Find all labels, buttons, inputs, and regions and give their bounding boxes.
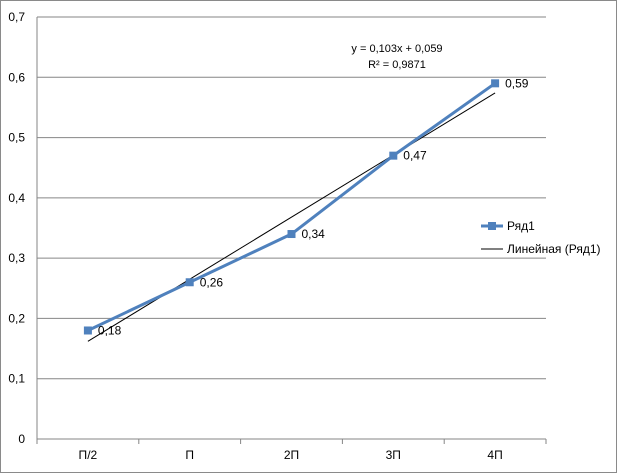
- trendline-r-squared-text: R² = 0,9871: [368, 59, 426, 71]
- trendline-equation-text: y = 0,103x + 0,059: [351, 43, 442, 55]
- data-point-marker: [83, 326, 92, 335]
- data-label: 0,26: [200, 275, 224, 289]
- legend: Ряд1 Линейная (Ряд1): [481, 219, 601, 256]
- data-point-marker: [389, 151, 398, 160]
- legend-trendline-label: Линейная (Ряд1): [507, 242, 601, 256]
- x-axis: Π/2 Π 2Π 3Π 4Π: [36, 17, 547, 462]
- data-label: 0,34: [302, 227, 326, 241]
- y-tick-label: 0,6: [8, 70, 25, 84]
- trendline: [87, 92, 496, 342]
- data-label: 0,47: [403, 149, 427, 163]
- data-point-marker: [287, 230, 296, 239]
- y-tick-label: 0: [18, 432, 25, 446]
- y-tick-label: 0,4: [8, 191, 25, 205]
- data-point-marker: [185, 278, 194, 287]
- legend-series-swatch-marker: [488, 222, 496, 230]
- y-tick-label: 0,3: [8, 251, 25, 265]
- x-tick-label: 2Π: [284, 448, 299, 462]
- data-label: 0,59: [505, 76, 529, 90]
- x-tick-label: Π/2: [79, 448, 98, 462]
- data-labels: 0,18 0,26 0,34 0,47 0,59: [98, 76, 529, 337]
- trendline-equation: y = 0,103x + 0,059 R² = 0,9871: [351, 43, 442, 71]
- legend-entry-series: Ряд1: [481, 219, 535, 233]
- y-tick-label: 0,7: [8, 10, 25, 24]
- trendline-line: [87, 92, 496, 342]
- data-point-marker: [491, 79, 500, 88]
- legend-series-label: Ряд1: [507, 219, 535, 233]
- y-tick-label: 0,2: [8, 311, 25, 325]
- x-tick-label: 3Π: [386, 448, 401, 462]
- legend-entry-trendline: Линейная (Ряд1): [481, 242, 601, 256]
- x-tick-label: 4Π: [487, 448, 502, 462]
- gridlines: [37, 16, 546, 380]
- y-tick-label: 0,1: [8, 372, 25, 386]
- y-tick-label: 0,5: [8, 131, 25, 145]
- data-label: 0,18: [98, 323, 122, 337]
- x-tick-label: Π: [185, 448, 194, 462]
- series: [83, 79, 500, 335]
- y-axis-ticks: 0 0,1 0,2 0,3 0,4 0,5 0,6 0,7: [8, 10, 25, 446]
- series-line: [87, 82, 496, 332]
